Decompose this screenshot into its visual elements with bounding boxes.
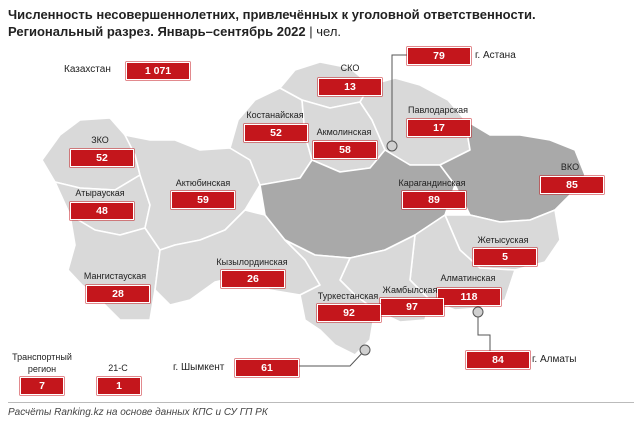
- almaty-marker: [472, 306, 484, 318]
- region-label-sko: СКО: [340, 63, 360, 73]
- region-label-pavlodar: Павлодарская: [408, 105, 468, 115]
- region-label-zko: ЗКО: [91, 135, 109, 145]
- region-label-karaganda: Карагандинская: [398, 178, 466, 188]
- leader-line-shymkent: [280, 349, 366, 367]
- leader-line-astana: [391, 54, 413, 146]
- footer-divider: [8, 402, 634, 403]
- region-value-karaganda: 89: [402, 191, 466, 209]
- region-label-astana: г. Астана: [475, 50, 516, 61]
- region-label-atyrau: Атырауская: [75, 188, 125, 198]
- region-label-almaty-reg: Алматинская: [440, 273, 496, 283]
- region-label-zhetysu: Жетысуская: [477, 235, 529, 245]
- region-value-pavlodar: 17: [407, 119, 471, 137]
- region-value-almaty-reg: 118: [437, 288, 501, 306]
- chart-title: Численность несовершеннолетних, привлечё…: [8, 7, 536, 39]
- region-value-almaty: 84: [466, 351, 530, 369]
- region-label-kostanay: Костанайская: [246, 110, 304, 120]
- region-value-vko: 85: [540, 176, 604, 194]
- region-value-turkestan: 92: [317, 304, 381, 322]
- region-value-kyzylorda: 26: [221, 270, 285, 288]
- region-label-mangystau: Мангистауская: [83, 271, 147, 281]
- region-value-zhetysu: 5: [473, 248, 537, 266]
- total-label: Казахстан: [64, 64, 111, 75]
- region-value-transport: 7: [20, 377, 64, 395]
- region-label-turkestan: Туркестанская: [317, 291, 379, 301]
- shymkent-marker: [359, 344, 371, 356]
- region-value-akmola: 58: [313, 141, 377, 159]
- region-label-almaty: г. Алматы: [532, 354, 577, 365]
- source-note: Расчёты Ranking.kz на основе данных КПС …: [8, 407, 268, 418]
- region-label-transport: Транспортный регион: [12, 352, 72, 374]
- region-label-shymkent: г. Шымкент: [173, 362, 225, 373]
- region-value-atyrau: 48: [70, 202, 134, 220]
- region-label-c21: 21-С: [108, 363, 128, 373]
- region-value-mangystau: 28: [86, 285, 150, 303]
- region-label-aktobe: Актюбинская: [175, 178, 231, 188]
- total-value: 1 071: [126, 62, 190, 80]
- region-value-aktobe: 59: [171, 191, 235, 209]
- region-value-zko: 52: [70, 149, 134, 167]
- region-label-akmola: Акмолинская: [316, 127, 372, 137]
- region-label-vko: ВКО: [560, 162, 580, 172]
- region-value-c21: 1: [97, 377, 141, 395]
- leader-line-almaty: [477, 312, 491, 352]
- region-value-astana: 79: [407, 47, 471, 65]
- region-label-kyzylorda: Кызылординская: [216, 257, 288, 267]
- region-label-zhambyl: Жамбылская: [382, 285, 438, 295]
- region-value-shymkent: 61: [235, 359, 299, 377]
- region-value-kostanay: 52: [244, 124, 308, 142]
- region-turkestan: [284, 239, 376, 356]
- astana-marker: [386, 140, 398, 152]
- region-value-sko: 13: [318, 78, 382, 96]
- region-value-zhambyl: 97: [380, 298, 444, 316]
